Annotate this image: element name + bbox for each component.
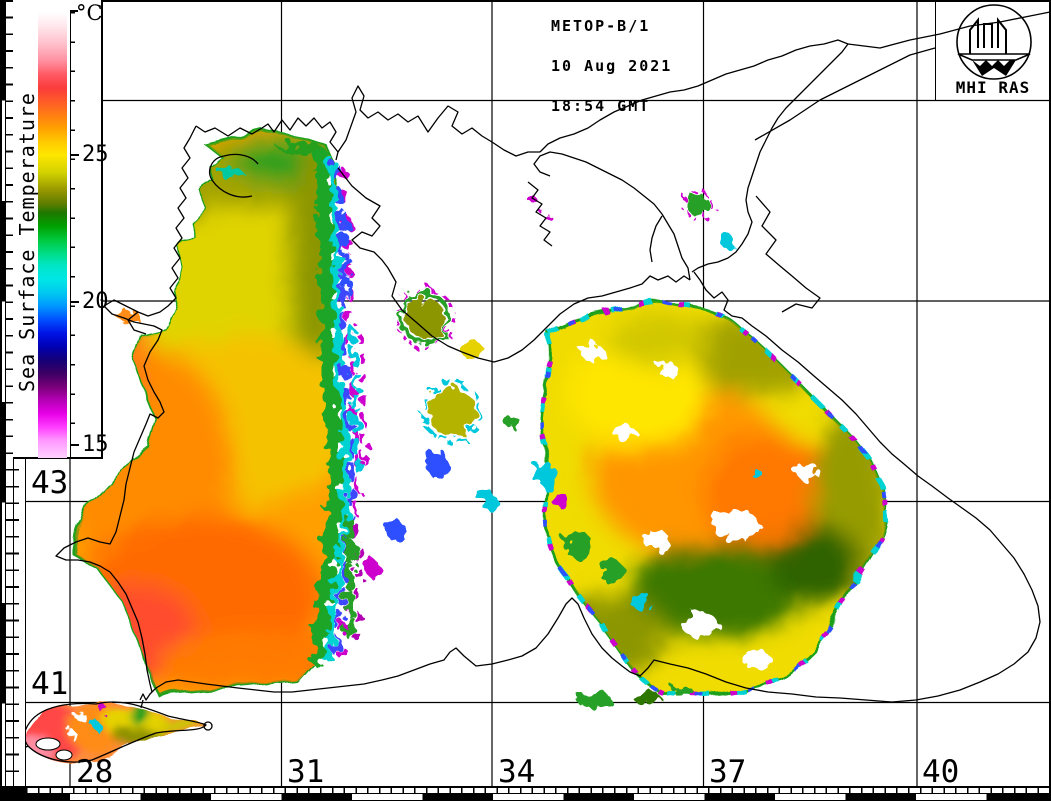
colorbar-tick-label-20: 20	[82, 289, 109, 314]
longitude-label-31: 31	[287, 754, 325, 790]
longitude-label-28: 28	[76, 754, 114, 790]
acquisition-date: 10 Aug 2021	[551, 57, 673, 75]
frame-border-right	[1049, 0, 1051, 801]
latitude-label-41: 41	[31, 666, 69, 702]
latitude-ruler-blocks	[0, 0, 6, 787]
latitude-label-43: 43	[31, 465, 69, 501]
colorbar-unit-label: °C	[76, 1, 103, 25]
logo-box-border	[935, 0, 936, 101]
logo-text: MHI RAS	[955, 78, 1031, 97]
acquisition-time: 18:54 GMT	[551, 97, 651, 115]
longitude-ruler-blocks	[26, 794, 1051, 801]
image-header: METOP-B/1 10 Aug 2021 18:54 GMT	[551, 16, 672, 116]
sst-eastern-basin	[541, 304, 890, 697]
longitude-label-40: 40	[922, 754, 960, 790]
colorbar-title: Sea Surface Temperature	[15, 92, 39, 392]
colorbar-major-tick-15	[70, 444, 79, 446]
satellite-name: METOP-B/1	[551, 17, 651, 35]
cloud-holes	[580, 344, 818, 670]
colorbar-axis-top-tick	[70, 10, 78, 12]
colorbar-gradient	[38, 12, 67, 458]
sst-speckles	[116, 142, 762, 707]
longitude-ruler-ticks	[26, 788, 1051, 794]
sst-upwelling-band	[310, 147, 369, 668]
latitude-ruler-ticks	[6, 0, 13, 787]
colorbar-minor-ticks	[71, 12, 75, 452]
colorbar: Sea Surface Temperature 25 20 15 °C	[13, 0, 109, 459]
colorbar-tick-label-15: 15	[82, 432, 109, 457]
marmara-islands	[35, 737, 73, 761]
coastlines	[7, 11, 1051, 763]
ruler-corner	[0, 787, 26, 801]
colorbar-tick-label-25: 25	[82, 142, 109, 167]
frame-border-top	[0, 0, 1051, 2]
longitude-ruler	[26, 787, 1051, 801]
latitude-ruler	[0, 0, 14, 787]
colorbar-major-tick-20	[70, 301, 79, 303]
longitude-label-37: 37	[709, 754, 747, 790]
map-border-bottom	[0, 786, 1051, 787]
longitude-label-34: 34	[498, 754, 536, 790]
mhi-ras-logo-icon	[956, 4, 1032, 80]
colorbar-major-tick-25	[70, 154, 79, 156]
colorbar-axis	[70, 10, 71, 458]
